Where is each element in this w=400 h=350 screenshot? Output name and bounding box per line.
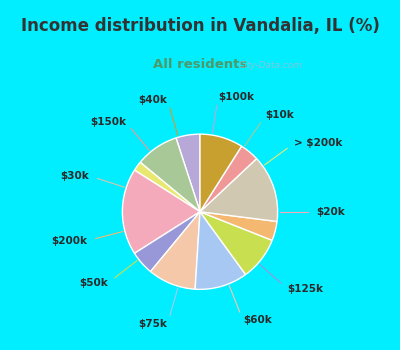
Wedge shape [200, 159, 278, 222]
Wedge shape [195, 212, 246, 289]
Wedge shape [200, 212, 272, 274]
Wedge shape [122, 170, 200, 253]
Wedge shape [176, 134, 200, 212]
Text: All residents: All residents [153, 58, 247, 71]
Text: $20k: $20k [316, 207, 345, 217]
Text: $100k: $100k [218, 92, 254, 102]
Text: $200k: $200k [51, 236, 87, 246]
Text: $60k: $60k [243, 315, 272, 325]
Text: $75k: $75k [139, 318, 168, 329]
Wedge shape [150, 212, 200, 289]
Text: $50k: $50k [79, 278, 108, 288]
Wedge shape [200, 212, 277, 240]
Text: $150k: $150k [90, 117, 126, 127]
Text: City-Data.com: City-Data.com [238, 61, 302, 70]
Wedge shape [134, 212, 200, 272]
Text: Income distribution in Vandalia, IL (%): Income distribution in Vandalia, IL (%) [20, 17, 380, 35]
Text: $40k: $40k [139, 95, 168, 105]
Text: $30k: $30k [60, 171, 89, 181]
Wedge shape [134, 162, 200, 212]
Text: $125k: $125k [287, 284, 323, 294]
Wedge shape [140, 138, 200, 212]
Text: $10k: $10k [266, 111, 294, 120]
Wedge shape [200, 146, 256, 212]
Text: > $200k: > $200k [294, 138, 342, 148]
Wedge shape [200, 134, 242, 212]
